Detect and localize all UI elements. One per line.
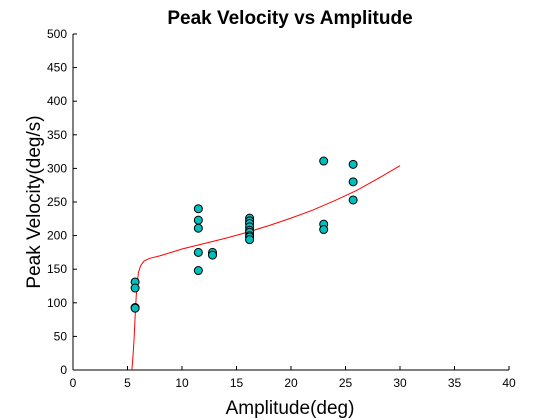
- data-point: [245, 235, 255, 245]
- y-tick-label: 100: [47, 296, 67, 310]
- y-tick-label: 450: [47, 61, 67, 75]
- y-tick-label: 200: [47, 229, 67, 243]
- y-tick-label: 150: [47, 262, 67, 276]
- data-point: [319, 156, 329, 166]
- x-tick-label: 0: [70, 376, 77, 390]
- data-point: [130, 303, 140, 313]
- y-tick-label: 0: [60, 363, 67, 377]
- fit-curve-layer: [131, 165, 401, 371]
- y-axis-label: Peak Velocity(deg/s): [24, 115, 45, 288]
- y-tick-label: 300: [47, 161, 67, 175]
- axes: [72, 34, 509, 371]
- data-point: [193, 266, 203, 276]
- x-tick-label: 20: [284, 376, 298, 390]
- data-point: [193, 204, 203, 214]
- y-tick-label: 50: [54, 329, 68, 343]
- data-point: [208, 250, 218, 260]
- y-tick-label: 350: [47, 128, 67, 142]
- data-point: [348, 195, 358, 205]
- data-point: [319, 225, 329, 235]
- y-tick-label: 400: [47, 94, 67, 108]
- y-tick-label: 500: [47, 27, 67, 41]
- x-tick-label: 35: [448, 376, 462, 390]
- x-axis-label: Amplitude(deg): [226, 398, 355, 419]
- data-point: [193, 247, 203, 257]
- x-tick-label: 10: [175, 376, 189, 390]
- data-point: [193, 215, 203, 225]
- y-tick-label: 250: [47, 195, 67, 209]
- x-tick-label: 30: [393, 376, 407, 390]
- x-tick-label: 25: [339, 376, 353, 390]
- data-point: [348, 177, 358, 187]
- chart-title: Peak Velocity vs Amplitude: [167, 8, 412, 29]
- x-tick-label: 15: [230, 376, 244, 390]
- data-point: [193, 223, 203, 233]
- data-point: [348, 159, 358, 169]
- data-point: [130, 283, 140, 293]
- data-points-layer: [130, 156, 358, 313]
- x-tick-label: 40: [502, 376, 516, 390]
- ticks: 0 5 10 15 20 25 30 35 40050100150200250300350400…: [47, 27, 516, 390]
- fit-curve-line: [131, 165, 401, 371]
- x-tick-label: 5: [124, 376, 131, 390]
